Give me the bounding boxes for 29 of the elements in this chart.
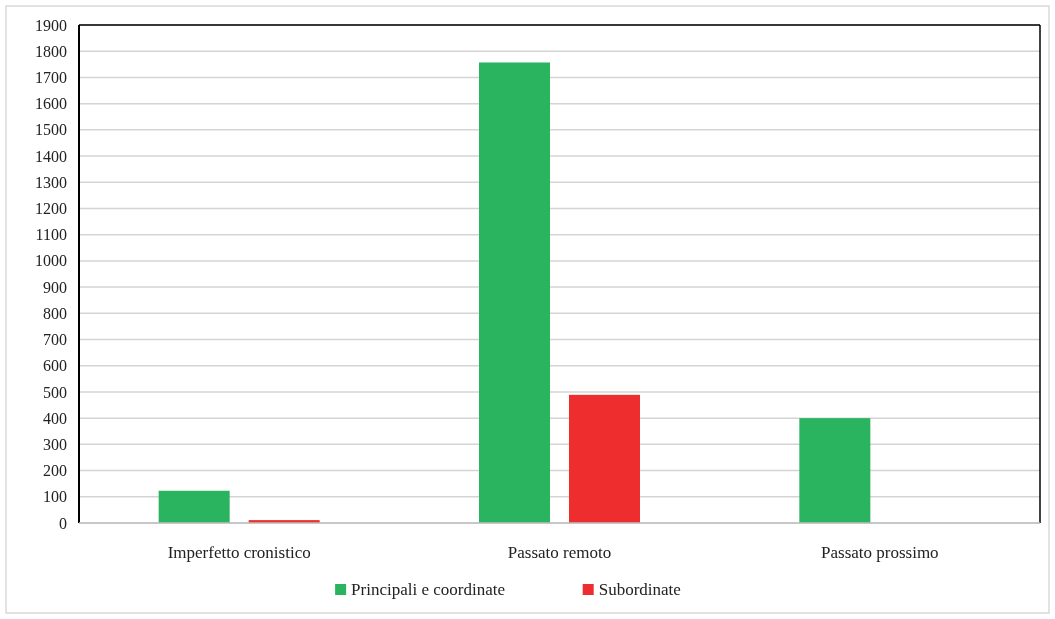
y-tick-label: 500 xyxy=(43,383,67,401)
y-tick-label: 1700 xyxy=(35,69,67,87)
x-tick-label: Imperfetto cronistico xyxy=(167,543,311,562)
legend-label: Subordinate xyxy=(598,579,681,599)
y-tick-label: 0 xyxy=(59,514,67,532)
y-tick-label: 100 xyxy=(43,488,67,506)
y-tick-label: 1500 xyxy=(35,121,67,139)
bar xyxy=(158,490,230,523)
y-tick-label: 600 xyxy=(43,357,67,375)
y-tick-label: 900 xyxy=(43,278,67,296)
y-tick-label: 1800 xyxy=(35,42,67,60)
y-tick-label: 800 xyxy=(43,304,67,322)
bar xyxy=(569,394,640,523)
legend-label: Principali e coordinate xyxy=(351,579,505,599)
y-tick-label: 1200 xyxy=(35,200,67,218)
y-tick-label: 700 xyxy=(43,331,67,349)
y-tick-label: 300 xyxy=(43,435,67,453)
x-tick-label: Passato remoto xyxy=(507,543,612,562)
bar xyxy=(479,62,550,523)
y-tick-label: 1000 xyxy=(35,252,67,270)
y-tick-label: 1600 xyxy=(35,95,67,113)
y-tick-label: 1300 xyxy=(35,173,67,191)
bar xyxy=(799,418,871,523)
x-tick-label: Passato prossimo xyxy=(821,543,939,562)
y-tick-label: 400 xyxy=(43,409,67,427)
y-tick-label: 200 xyxy=(43,462,67,480)
y-tick-label: 1900 xyxy=(35,16,67,34)
y-tick-label: 1100 xyxy=(35,226,67,244)
y-tick-label: 1400 xyxy=(35,147,67,165)
